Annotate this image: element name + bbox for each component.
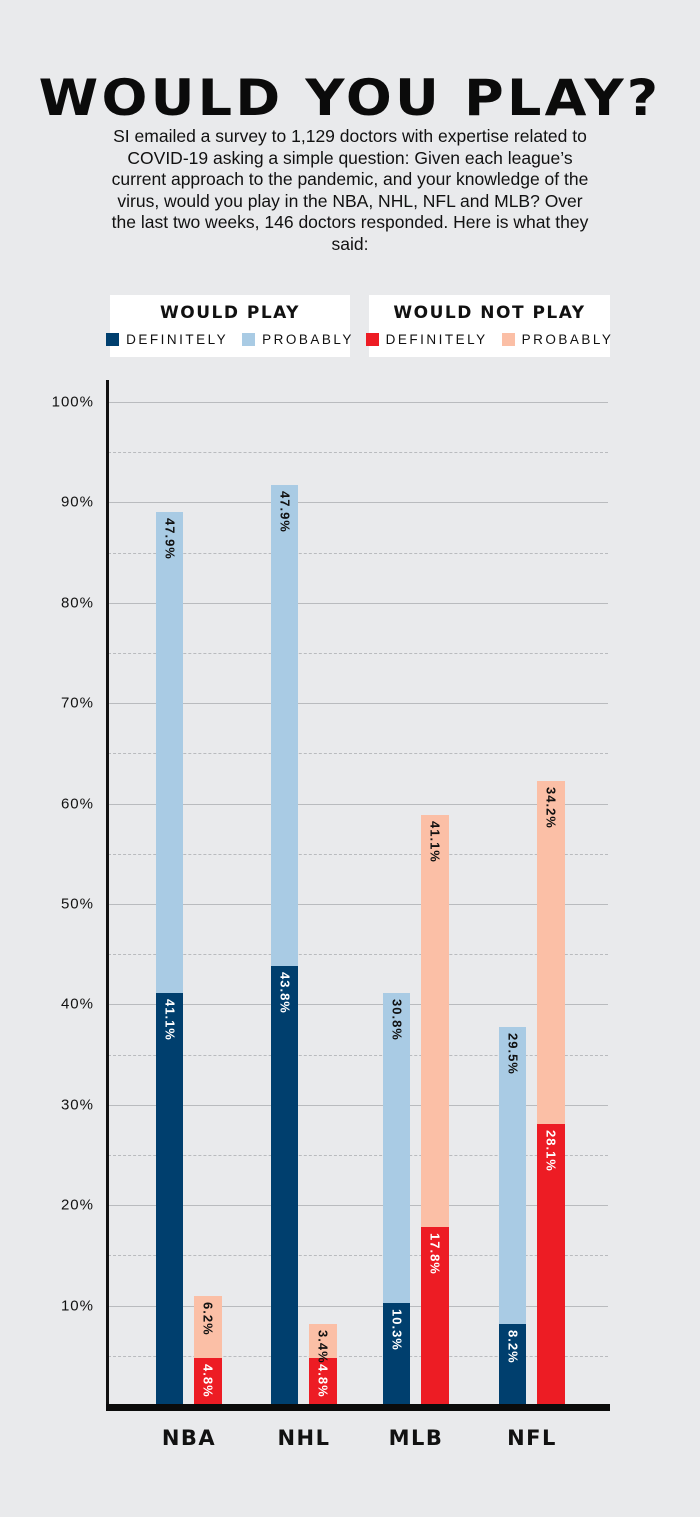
gridline (108, 602, 608, 604)
gridline (108, 402, 608, 403)
legend-would-not-play: WOULD NOT PLAY DEFINITELY PROBABLY (365, 295, 611, 357)
bar-mlb-not-probably: 41.1% (421, 814, 449, 1228)
legend-would-not-play-title: WOULD NOT PLAY (393, 303, 586, 323)
bar-nba-play-definitely: 41.1% (156, 993, 183, 1406)
x-label-mlb: MLB (388, 1426, 444, 1450)
bar-value-label: 10.3% (389, 1308, 404, 1351)
legend-label: PROBABLY (262, 332, 354, 347)
bar-value-label: 4.8% (315, 1363, 331, 1398)
bar-mlb-play-probably: 30.8% (383, 993, 410, 1303)
gridline (108, 753, 608, 755)
bar-nfl-not-probably: 34.2% (537, 780, 565, 1124)
bar-value-label: 43.8% (277, 972, 292, 1015)
bar-value-label: 30.8% (389, 999, 404, 1042)
y-tick-label: 40% (60, 995, 94, 1013)
x-label-nba: NBA (161, 1426, 217, 1450)
gridline (108, 803, 608, 805)
intro-text: SI emailed a survey to 1,129 doctors wit… (111, 126, 589, 254)
bar-value-label: 41.1% (162, 999, 177, 1042)
bar-value-label: 17.8% (427, 1233, 443, 1276)
gridline (108, 1355, 608, 1357)
y-tick-label: 10% (60, 1297, 94, 1315)
legend-label: DEFINITELY (385, 332, 488, 347)
gridline (108, 1305, 608, 1307)
bar-value-label: 6.2% (200, 1301, 216, 1336)
legend-would-play: WOULD PLAY DEFINITELY PROBABLY (106, 295, 351, 357)
bar-nhl-play-probably: 47.9% (271, 485, 298, 967)
legend-item-not-probably: PROBABLY (501, 332, 614, 347)
y-tick-label: 60% (60, 795, 94, 813)
bar-nhl-play-definitely: 43.8% (271, 966, 298, 1406)
bar-value-label: 4.8% (200, 1363, 216, 1398)
y-tick-label: 50% (60, 895, 94, 913)
legend-item-not-definitely: DEFINITELY (365, 332, 488, 347)
y-tick-label: 70% (60, 694, 94, 712)
gridline (108, 452, 608, 454)
gridline (108, 954, 608, 956)
bar-value-label: 41.1% (427, 820, 443, 863)
bar-mlb-play-definitely: 10.3% (383, 1302, 410, 1406)
swatch-not-definitely-icon (365, 333, 379, 346)
bar-nfl-play-probably: 29.5% (499, 1027, 526, 1324)
y-tick-label: 30% (60, 1096, 94, 1114)
gridline (108, 1155, 608, 1156)
bar-value-label: 3.4% (315, 1329, 331, 1364)
swatch-play-definitely-icon (106, 333, 120, 346)
legend-item-play-probably: PROBABLY (242, 332, 354, 347)
bar-nba-not-definitely: 4.8% (194, 1357, 222, 1406)
x-label-nhl: NHL (277, 1426, 331, 1450)
swatch-play-probably-icon (242, 333, 256, 346)
x-label-nfl: NFL (507, 1426, 557, 1450)
gridline (108, 853, 608, 855)
legend-label: PROBABLY (521, 332, 614, 347)
x-axis (106, 1404, 610, 1411)
bar-value-label: 8.2% (505, 1329, 520, 1364)
gridline (108, 502, 608, 504)
gridline (108, 1004, 608, 1006)
page-title: WOULD YOU PLAY? (38, 69, 662, 127)
bar-value-label: 29.5% (505, 1033, 520, 1076)
bar-nhl-not-probably: 3.4% (309, 1323, 337, 1363)
gridline (108, 653, 608, 654)
bar-nfl-play-definitely: 8.2% (499, 1323, 526, 1406)
y-tick-label: 90% (60, 493, 94, 511)
y-tick-label: 20% (60, 1196, 94, 1214)
gridline (108, 1255, 608, 1257)
legend-would-play-title: WOULD PLAY (159, 303, 300, 323)
bar-nba-play-probably: 47.9% (156, 512, 183, 994)
bar-nba-not-probably: 6.2% (194, 1295, 222, 1358)
bar-value-label: 47.9% (277, 491, 292, 534)
gridline (108, 1205, 608, 1207)
gridline (108, 1104, 608, 1106)
legend-label: DEFINITELY (126, 332, 229, 347)
gridline (108, 552, 608, 554)
bar-nhl-not-definitely: 4.8% (309, 1357, 337, 1406)
legend-item-play-definitely: DEFINITELY (106, 332, 228, 347)
bar-value-label: 28.1% (543, 1129, 559, 1172)
y-tick-label: 100% (51, 393, 94, 411)
bar-nfl-not-definitely: 28.1% (537, 1123, 565, 1406)
bar-mlb-not-definitely: 17.8% (421, 1227, 449, 1406)
y-axis (106, 380, 109, 1410)
bar-value-label: 34.2% (543, 786, 559, 829)
gridline (108, 904, 608, 905)
bar-value-label: 47.9% (162, 518, 177, 561)
y-tick-label: 80% (60, 594, 94, 612)
gridline (108, 1054, 608, 1056)
gridline (108, 703, 608, 705)
swatch-not-probably-icon (501, 333, 515, 346)
